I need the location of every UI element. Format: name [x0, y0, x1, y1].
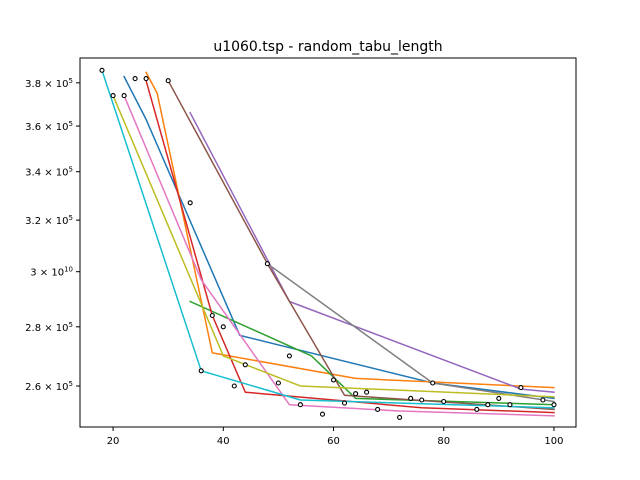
- x-tick-label: 40: [217, 436, 230, 447]
- marker-point: [375, 406, 381, 412]
- x-tick-label: 60: [327, 436, 340, 447]
- y-tick-label: 3.6 × 105: [25, 120, 73, 133]
- y-tick-label: 3.2 × 105: [25, 214, 73, 227]
- marker-point: [353, 391, 359, 397]
- series-line-7: [123, 94, 555, 417]
- plot-frame: [79, 57, 577, 428]
- marker-point: [121, 93, 127, 99]
- marker-point: [165, 78, 171, 84]
- series-line-5: [189, 111, 555, 394]
- marker-point: [99, 67, 105, 73]
- marker-point: [242, 362, 248, 368]
- series-line-4: [145, 79, 555, 414]
- marker-point: [408, 395, 414, 401]
- marker-point: [551, 402, 557, 408]
- series-line-2: [145, 71, 555, 389]
- y-tick-label: 3.8 × 105: [25, 77, 73, 90]
- y-tick-label: 2.8 × 105: [25, 321, 73, 334]
- marker-point: [143, 76, 149, 82]
- marker-point: [540, 397, 546, 403]
- marker-point: [132, 76, 138, 82]
- marker-point: [198, 368, 204, 374]
- series-layer: [101, 69, 555, 417]
- marker-point: [187, 200, 193, 206]
- marker-point: [364, 389, 370, 395]
- series-line-6: [167, 79, 555, 411]
- marker-point: [430, 380, 436, 386]
- x-tick-label: 80: [437, 436, 450, 447]
- y-tick-label: 3 × 1010: [30, 266, 73, 279]
- marker-point: [397, 414, 403, 420]
- x-tick-label: 100: [544, 436, 563, 447]
- marker-point: [220, 324, 226, 330]
- marker-point: [231, 383, 237, 389]
- y-tick-label: 2.6 × 105: [25, 380, 73, 393]
- marker-point: [275, 380, 281, 386]
- marker-point: [110, 93, 116, 99]
- marker-point: [264, 261, 270, 267]
- series-line-10: [101, 69, 555, 409]
- marker-point: [507, 402, 513, 408]
- y-tick-label: 3.4 × 105: [25, 166, 73, 179]
- marker-point: [441, 398, 447, 405]
- x-axis: 20 40 60 80 100: [107, 427, 564, 447]
- marker-point: [518, 385, 524, 391]
- marker-point: [297, 402, 303, 408]
- marker-point: [341, 400, 348, 406]
- marker-point: [474, 406, 480, 412]
- marker-point: [485, 402, 491, 408]
- marker-point: [209, 312, 215, 319]
- marker-layer: [99, 67, 557, 420]
- marker-point: [286, 353, 292, 359]
- marker-point: [330, 377, 337, 383]
- chart-title: u1060.tsp - random_tabu_length: [213, 39, 442, 55]
- marker-point: [419, 397, 425, 403]
- x-tick-label: 20: [107, 436, 120, 447]
- marker-point: [319, 411, 326, 417]
- y-axis: 2.6 × 105 2.8 × 105 3 × 1010 3.2 × 105 3.4 ×…: [25, 77, 80, 393]
- series-line-9: [112, 94, 555, 398]
- marker-point: [496, 395, 502, 401]
